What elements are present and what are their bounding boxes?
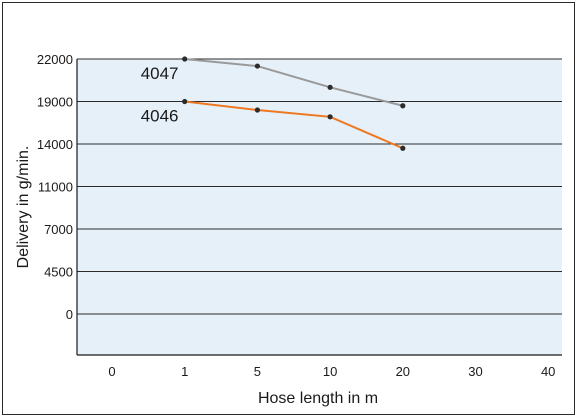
plot-area [77,59,562,355]
x-tick-label: 40 [541,364,555,379]
series-line-4047 [184,58,404,107]
x-tick-label: 5 [254,364,261,379]
y-tick-label: 4500 [44,265,73,280]
y-tick-label: 7000 [44,222,73,237]
y-tick-label: 19000 [37,95,73,110]
y-tick-label: 14000 [37,137,73,152]
data-point [182,56,188,62]
y-tick-labels: 22000 19000 14000 11000 7000 4500 0 [37,52,73,322]
series-group: 4047 4046 [141,56,406,151]
data-point [182,98,188,105]
x-tick-label: 10 [323,364,337,379]
data-point [254,63,260,69]
x-tick-label: 0 [108,364,115,379]
data-point [327,84,333,90]
x-axis-title: Hose length in m [258,390,378,407]
x-tick-label: 20 [396,364,410,379]
data-point [400,103,406,109]
x-tick-label: 1 [181,364,188,379]
y-tick-label: 0 [66,307,73,322]
series-label: 4046 [141,107,179,126]
data-point [254,107,260,113]
x-tick-labels: 0 1 5 10 20 30 40 [108,364,555,379]
y-tick-label: 11000 [38,180,73,195]
x-tick-label: 30 [468,364,482,379]
series-line-4046 [184,100,404,150]
y-tick-label: 22000 [37,52,73,67]
series-label: 4047 [141,64,179,83]
gridlines [77,58,562,315]
data-point [327,114,333,120]
data-point [400,145,406,151]
y-axis-title: Delivery in g/min. [15,146,32,269]
